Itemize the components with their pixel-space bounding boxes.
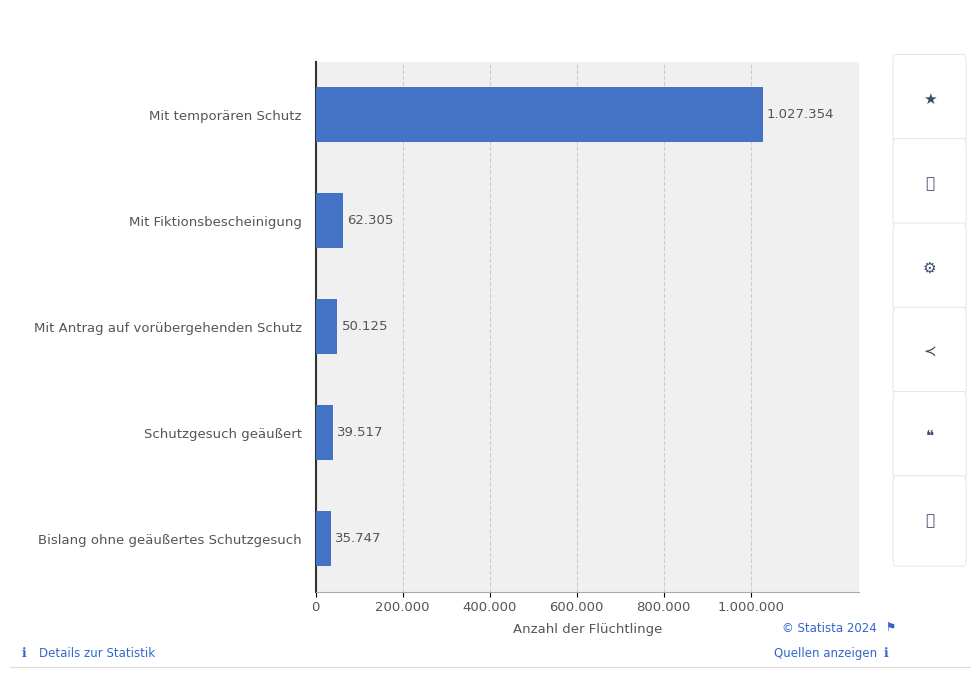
Text: ℹ: ℹ [22,647,26,660]
Text: 62.305: 62.305 [347,214,393,227]
Text: ℹ: ℹ [880,647,889,660]
Bar [316,193,343,248]
Text: 1.027.354: 1.027.354 [767,108,834,121]
FancyBboxPatch shape [893,391,966,482]
Text: 🖨: 🖨 [925,514,934,529]
Text: ⚙: ⚙ [923,261,936,276]
Text: ❝: ❝ [925,429,934,444]
Text: Details zur Statistik: Details zur Statistik [39,647,155,660]
Text: © Statista 2024: © Statista 2024 [782,622,877,635]
FancyBboxPatch shape [893,307,966,397]
Bar [316,511,331,566]
FancyBboxPatch shape [893,139,966,229]
FancyBboxPatch shape [893,223,966,313]
X-axis label: Anzahl der Flüchtlinge: Anzahl der Flüchtlinge [513,622,662,635]
Text: Quellen anzeigen: Quellen anzeigen [774,647,877,660]
Bar [316,299,337,354]
Text: ★: ★ [923,92,936,107]
Text: 50.125: 50.125 [342,320,388,333]
Text: ≺: ≺ [923,345,936,360]
Text: ⚑: ⚑ [882,622,897,635]
Text: 39.517: 39.517 [337,426,383,439]
Text: 35.747: 35.747 [335,532,382,545]
Bar [316,87,762,142]
Text: 🔔: 🔔 [925,176,934,192]
FancyBboxPatch shape [893,476,966,566]
FancyBboxPatch shape [893,55,966,145]
Bar [316,405,333,460]
